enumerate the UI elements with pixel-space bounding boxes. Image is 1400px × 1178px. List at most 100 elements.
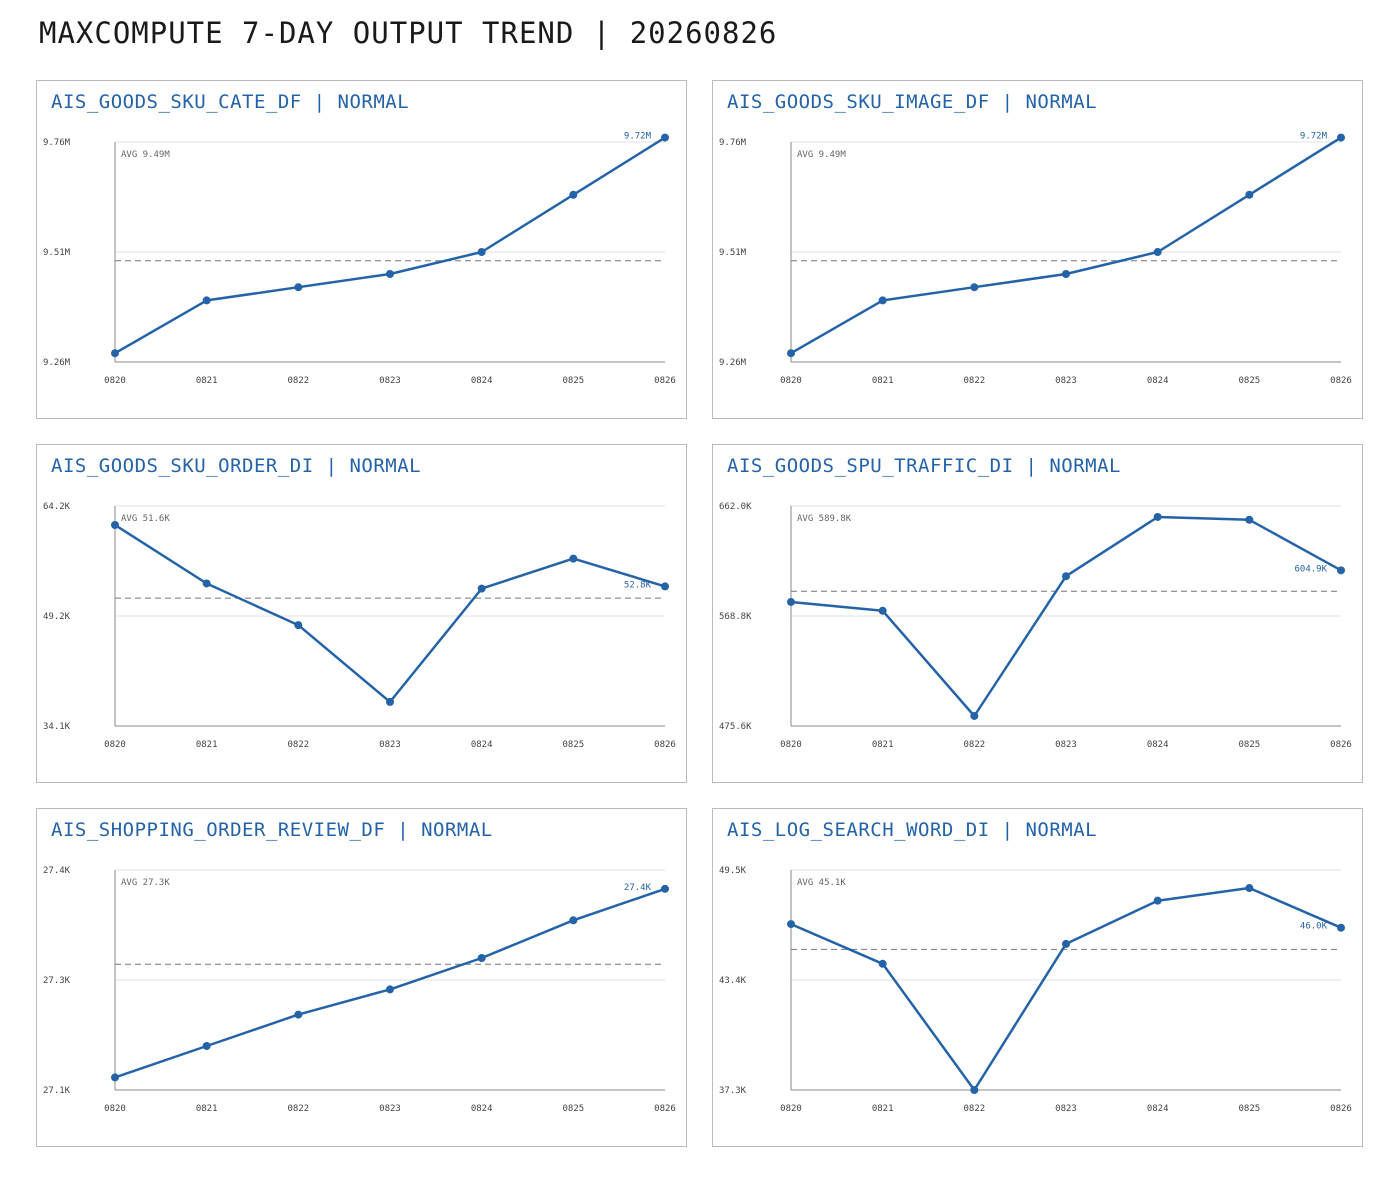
x-tick-label: 0820 [104,1104,126,1114]
data-point [970,711,979,720]
data-point [386,985,394,994]
chart-title: AIS_SHOPPING_ORDER_REVIEW_DF | NORMAL [51,819,493,841]
x-tick-label: 0822 [963,1104,985,1114]
average-label: AVG 589.8K [797,514,852,524]
x-tick-label: 0820 [780,376,802,386]
chart-title: AIS_GOODS_SPU_TRAFFIC_DI | NORMAL [727,455,1121,477]
x-tick-label: 0823 [1055,1104,1077,1114]
data-point [477,584,486,593]
x-tick-label: 0826 [1330,1104,1352,1114]
chart-title: AIS_GOODS_SKU_IMAGE_DF | NORMAL [727,91,1098,113]
x-tick-label: 0821 [196,740,218,750]
y-tick-label: 27.3K [43,976,71,986]
y-tick-label: 37.3K [719,1086,747,1096]
y-tick-label: 9.76M [719,138,747,148]
x-tick-label: 0826 [654,376,676,386]
data-point [970,1086,979,1094]
average-label: AVG 45.1K [797,878,846,888]
y-tick-label: 34.1K [43,722,71,732]
average-label: AVG 27.3K [121,878,170,888]
x-tick-label: 0820 [104,740,126,750]
chart-title: AIS_LOG_SEARCH_WORD_DI | NORMAL [727,819,1098,841]
average-label: AVG 51.6K [121,514,170,524]
x-tick-label: 0826 [1330,740,1352,750]
data-point [1245,884,1254,893]
data-point [1153,248,1162,256]
x-tick-label: 0824 [471,376,493,386]
x-tick-label: 0825 [1238,376,1260,386]
data-point [1245,190,1254,199]
x-tick-label: 0825 [562,740,584,750]
series-line [790,136,1342,355]
y-tick-label: 27.4K [43,866,71,876]
chart-panel-sku-cate: AIS_GOODS_SKU_CATE_DF | NORMAL 9.76M 9.51… [36,80,687,419]
x-tick-label: 0823 [1055,740,1077,750]
x-tick-label: 0824 [471,1104,493,1114]
y-tick-label: 9.26M [719,358,747,368]
last-value-label: 52.8K [624,580,652,590]
chart-panel-order-review: AIS_SHOPPING_ORDER_REVIEW_DF | NORMAL 27… [36,808,687,1147]
line-chart: 9.76M 9.51M 9.26M 0820 0821 0822 0823 0824 0825 0… [719,132,1352,386]
x-tick-label: 0821 [872,376,894,386]
x-tick-label: 0820 [780,1104,802,1114]
data-point [1153,512,1162,521]
x-tick-label: 0826 [654,740,676,750]
data-point [294,621,303,630]
data-point [202,1042,211,1050]
y-tick-label: 9.51M [719,248,747,258]
x-tick-label: 0822 [963,376,985,386]
x-tick-label: 0822 [963,740,985,750]
data-point [970,283,979,292]
data-point [1062,572,1070,581]
x-tick-label: 0823 [379,376,401,386]
data-point [477,954,486,962]
x-tick-label: 0826 [1330,376,1352,386]
data-point [1153,896,1162,905]
data-point [202,579,211,588]
data-point [661,582,669,591]
y-tick-label: 64.2K [43,502,71,512]
data-point [111,521,119,530]
average-label: AVG 9.49M [121,150,170,160]
chart-panel-spu-traffic: AIS_GOODS_SPU_TRAFFIC_DI | NORMAL 662.0K… [712,444,1363,783]
x-tick-label: 0820 [104,376,126,386]
y-tick-label: 27.1K [43,1086,71,1096]
x-tick-label: 0825 [562,376,584,386]
x-tick-label: 0822 [287,376,309,386]
data-point [569,554,578,563]
chart-panel-sku-order: AIS_GOODS_SKU_ORDER_DI | NORMAL 64.2K 49.… [36,444,687,783]
line-chart: 9.76M 9.51M 9.26M 0820 0821 0822 0823 0824 0825 0… [43,132,676,386]
data-point [1062,939,1070,948]
y-tick-label: 9.51M [43,248,71,258]
x-tick-label: 0821 [196,1104,218,1114]
data-point [787,349,795,358]
line-chart: 27.4K 27.3K 27.1K 0820 0821 0822 0823 0824 0825 0… [43,866,676,1114]
data-point [1337,923,1345,932]
y-tick-label: 49.5K [719,866,747,876]
x-tick-label: 0820 [780,740,802,750]
x-tick-label: 0821 [872,740,894,750]
y-tick-label: 9.26M [43,358,71,368]
series-line [114,136,666,355]
chart-panel-sku-image: AIS_GOODS_SKU_IMAGE_DF | NORMAL 9.76M 9.5… [712,80,1363,419]
series-line [790,886,1342,1092]
x-tick-label: 0825 [1238,740,1260,750]
x-tick-label: 0824 [471,740,493,750]
data-point [386,270,394,278]
data-point [111,349,119,358]
data-point [878,296,887,305]
data-point [878,606,887,615]
last-value-label: 9.72M [624,132,652,142]
y-tick-label: 475.6K [719,722,752,732]
x-tick-label: 0825 [562,1104,584,1114]
data-point [661,884,669,893]
data-point [111,1073,119,1082]
line-chart: 662.0K 568.8K 475.6K 0820 0821 0822 0823 0824 08… [719,502,1352,750]
x-tick-label: 0821 [196,376,218,386]
data-point [661,133,669,142]
average-label: AVG 9.49M [797,150,846,160]
data-point [477,248,486,256]
x-tick-label: 0821 [872,1104,894,1114]
data-point [878,959,887,968]
x-tick-label: 0823 [1055,376,1077,386]
